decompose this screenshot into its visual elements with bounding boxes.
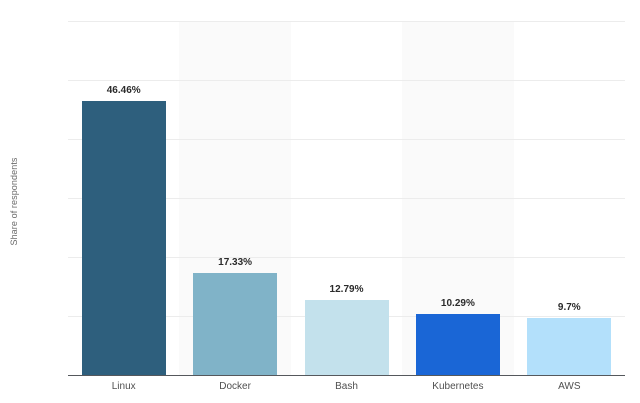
gridline xyxy=(68,139,625,140)
bar[interactable]: 9.7% xyxy=(527,302,612,375)
x-axis-tick-label: Docker xyxy=(219,381,251,392)
x-axis-tick-label: Linux xyxy=(111,381,136,392)
gridline xyxy=(68,257,625,258)
bar[interactable]: 17.33% xyxy=(193,257,278,375)
x-axis-tick-label: Bash xyxy=(335,381,358,392)
bar-value-label: 12.79% xyxy=(329,283,364,295)
x-axis-tick-label: AWS xyxy=(558,381,581,392)
plot-area: 46.46% 17.33% 12.79% 10.29% 9.7% xyxy=(68,21,625,376)
bar-value-label: 46.46% xyxy=(106,84,141,96)
y-axis-title: Share of respondents xyxy=(9,157,19,246)
x-axis-tick-label: Kubernetes xyxy=(432,381,484,392)
gridline xyxy=(68,198,625,199)
bar[interactable]: 12.79% xyxy=(304,284,389,375)
gridline xyxy=(68,80,625,81)
bar-value-label: 9.7% xyxy=(557,301,581,313)
bar-value-label: 17.33% xyxy=(218,256,253,268)
x-axis-baseline xyxy=(68,374,625,376)
bar[interactable]: 10.29% xyxy=(415,298,500,375)
gridline xyxy=(68,21,625,22)
bar-value-label: 10.29% xyxy=(440,298,475,310)
bar[interactable]: 46.46% xyxy=(81,85,166,375)
